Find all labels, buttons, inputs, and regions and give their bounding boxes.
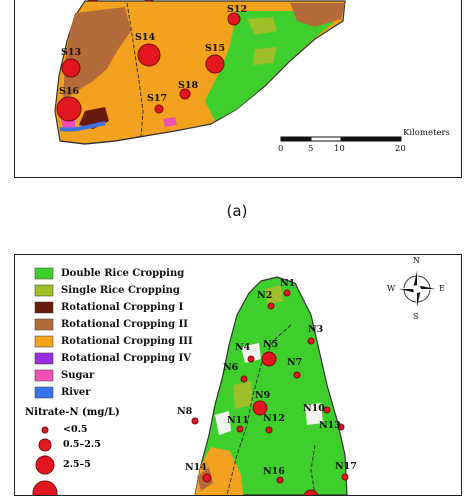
site-label-n11: N11 bbox=[227, 415, 249, 426]
map-a-river bbox=[59, 121, 106, 132]
map-b-boundary-line bbox=[226, 324, 292, 495]
site-marker-n17 bbox=[341, 473, 349, 481]
site-marker-n10 bbox=[323, 406, 331, 414]
map-panel-a: S12 S13 S14 S15 S16 S17 S18 Kilometers 0… bbox=[14, 0, 462, 178]
scale-tick-10: 10 bbox=[334, 144, 345, 154]
site-marker-s14 bbox=[137, 43, 161, 67]
legend-swatches bbox=[34, 267, 54, 399]
site-label-n1: N1 bbox=[280, 278, 296, 289]
compass-rose-icon bbox=[399, 271, 435, 307]
site-marker-s15 bbox=[205, 54, 225, 74]
site-label-n3: N3 bbox=[308, 324, 324, 335]
site-marker-s12 bbox=[227, 12, 241, 26]
concentration-label-high: 2.5–5 bbox=[63, 459, 91, 470]
site-marker-n5 bbox=[261, 351, 277, 367]
map-b-region-outline bbox=[194, 276, 348, 495]
site-label-s14: S14 bbox=[135, 32, 156, 43]
site-label-n9: N9 bbox=[255, 390, 271, 401]
map-a-rotational-ii-area bbox=[63, 7, 131, 101]
map-a-canvas bbox=[54, 0, 402, 145]
site-marker-n4 bbox=[247, 355, 255, 363]
site-label-n4: N4 bbox=[235, 342, 251, 353]
panel-a-caption: (a) bbox=[226, 202, 248, 220]
site-marker-n1 bbox=[283, 289, 291, 297]
legend-label-rotational-ii: Rotational Cropping II bbox=[61, 319, 188, 330]
legend-label-sugar: Sugar bbox=[61, 370, 95, 381]
map-a-boundary-line bbox=[126, 2, 144, 138]
map-a-single-rice-area-2 bbox=[253, 47, 277, 65]
compass-w-label: W bbox=[387, 284, 396, 293]
map-b-single-rice-patch-1 bbox=[233, 381, 253, 409]
site-marker-n7 bbox=[293, 371, 301, 379]
site-label-s18: S18 bbox=[178, 80, 199, 91]
site-marker-n12 bbox=[265, 426, 273, 434]
legend-dot-xlarge bbox=[32, 480, 58, 495]
legend-dot-medium bbox=[38, 438, 52, 452]
map-a-sugar-area bbox=[163, 117, 177, 127]
map-a-single-rice-area bbox=[247, 17, 277, 35]
compass-n-label: N bbox=[413, 256, 420, 265]
map-a-rotational-ii-area-east bbox=[290, 3, 345, 27]
site-label-n10: N10 bbox=[303, 403, 325, 414]
map-a-double-rice-area bbox=[205, 11, 335, 121]
legend-dot-large bbox=[35, 455, 55, 475]
legend-label-double-rice: Double Rice Cropping bbox=[61, 268, 185, 279]
site-label-n8: N8 bbox=[177, 406, 193, 417]
site-marker-s13 bbox=[61, 58, 81, 78]
site-marker-n14 bbox=[202, 473, 212, 483]
site-marker-n8 bbox=[191, 417, 199, 425]
concentration-label-low: <0.5 bbox=[63, 424, 88, 435]
scale-tick-20: 20 bbox=[395, 144, 406, 154]
site-label-n5: N5 bbox=[263, 339, 279, 350]
site-marker-n2 bbox=[267, 302, 275, 310]
site-marker-top-2 bbox=[144, 0, 154, 2]
legend-dot-small bbox=[41, 426, 49, 434]
site-label-n12: N12 bbox=[263, 413, 285, 424]
site-marker-top-1 bbox=[87, 0, 99, 2]
site-marker-n11 bbox=[236, 425, 244, 433]
site-label-n17: N17 bbox=[335, 461, 357, 472]
map-panel-b: Double Rice Cropping Single Rice Croppin… bbox=[14, 254, 462, 496]
site-label-s15: S15 bbox=[205, 43, 226, 54]
scale-tick-5: 5 bbox=[308, 144, 314, 154]
site-label-s16: S16 bbox=[59, 86, 80, 97]
site-marker-n13 bbox=[337, 423, 345, 431]
legend-label-river: River bbox=[61, 387, 91, 398]
compass-e-label: E bbox=[439, 284, 445, 293]
legend-label-single-rice: Single Rice Cropping bbox=[61, 285, 180, 296]
site-label-s12: S12 bbox=[227, 4, 248, 15]
site-label-n2: N2 bbox=[257, 290, 273, 301]
site-label-n6: N6 bbox=[223, 362, 239, 373]
site-marker-s18 bbox=[179, 88, 191, 100]
site-marker-n6 bbox=[240, 375, 248, 383]
scale-bar bbox=[280, 136, 402, 142]
legend-label-rotational-i: Rotational Cropping I bbox=[61, 302, 184, 313]
map-b-unclassified-patch-1 bbox=[241, 343, 261, 363]
site-marker-s17 bbox=[154, 104, 164, 114]
map-b-unclassified-patch-3 bbox=[215, 411, 231, 435]
concentration-label-mid: 0.5–2.5 bbox=[63, 439, 101, 450]
site-label-n13: N13 bbox=[319, 420, 341, 431]
legend-label-rotational-iv: Rotational Cropping IV bbox=[61, 353, 192, 364]
site-label-n14: N14 bbox=[185, 462, 207, 473]
site-marker-n3 bbox=[307, 337, 315, 345]
map-b-unclassified-patch-2 bbox=[305, 403, 323, 425]
site-label-n16: N16 bbox=[263, 466, 285, 477]
site-marker-n9 bbox=[252, 400, 268, 416]
map-b-single-rice-patch-2 bbox=[265, 285, 283, 305]
site-marker-n16 bbox=[276, 476, 284, 484]
scale-unit: Kilometers bbox=[403, 128, 450, 138]
legend-label-rotational-iii: Rotational Cropping III bbox=[61, 336, 193, 347]
site-label-s13: S13 bbox=[61, 47, 82, 58]
site-marker-s16 bbox=[56, 96, 82, 122]
concentration-legend-title: Nitrate-N (mg/L) bbox=[25, 407, 120, 418]
scale-tick-0: 0 bbox=[278, 144, 284, 154]
compass-s-label: S bbox=[413, 312, 419, 321]
site-label-s17: S17 bbox=[147, 93, 168, 104]
map-a-coast-line bbox=[59, 135, 146, 145]
site-label-n7: N7 bbox=[287, 357, 303, 368]
